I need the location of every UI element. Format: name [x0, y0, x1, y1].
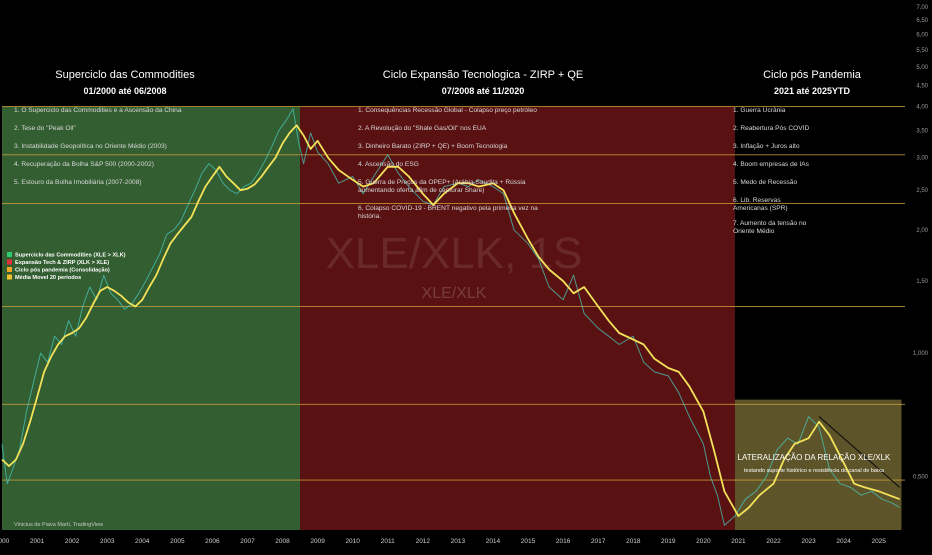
lateral-note-subtitle: testando suporte histórico e resistência…: [744, 468, 885, 474]
annotation-item: 6. Lib. Reservas Americanas (SPR): [733, 197, 788, 212]
x-tick-label: 2015: [521, 538, 536, 545]
annotation-item: 5. Guerra de Preços da OPEP+ (Arábia Sau…: [358, 179, 526, 194]
watermark-subtitle: XLE/XLK: [422, 285, 487, 302]
annotation-item: 3. Inflação + Juros alto: [733, 143, 800, 150]
x-tick-label: 2023: [801, 538, 816, 545]
annotation-item: 4. Recuperação da Bolha S&P 500 (2000-20…: [14, 161, 154, 168]
x-tick-label: 2018: [626, 538, 641, 545]
annotation-item: 5. Estouro da Bolha Imobiliária (2007-20…: [14, 179, 142, 186]
x-tick-label: 2013: [451, 538, 466, 545]
annotation-item: 2. Reabertura Pós COVID: [733, 125, 809, 132]
region-1: [2, 106, 301, 530]
region-2: [300, 106, 735, 530]
x-tick-label: 2019: [661, 538, 676, 545]
x-tick-label: 2001: [30, 538, 45, 545]
y-tick-label: 0,500: [913, 474, 929, 480]
y-tick-label: 3,00: [916, 156, 928, 162]
y-tick-label: 2,00: [916, 228, 928, 234]
legend-label: Expansão Tech & ZIRP (XLK > XLE): [15, 260, 109, 266]
x-tick-label: 2025: [871, 538, 886, 545]
annotation-item: 4. Ascensão do ESG: [358, 161, 419, 168]
price-ratio-line: [1, 108, 900, 526]
x-tick-label: 2017: [591, 538, 606, 545]
annotation-item: 3. Dinheiro Barato (ZIRP + QE) + Boom Te…: [358, 143, 508, 150]
y-tick-label: 4,50: [916, 84, 928, 90]
y-tick-label: 2,50: [916, 188, 928, 194]
annotation-subtitle: 01/2000 até 06/2008: [83, 86, 166, 96]
x-tick-label: 2020: [696, 538, 711, 545]
legend-label: Superciclo das Commodities (XLE > XLK): [15, 253, 126, 259]
y-tick-label: 1,000: [913, 351, 929, 357]
annotation-item: 3. Instabilidade Geopolítica no Oriente …: [14, 143, 167, 150]
attribution-text: Vinicius de Paiva Martí, TradingView: [14, 522, 103, 528]
legend-swatch: [7, 274, 12, 280]
legend-label: Ciclo pós pandemia (Consolidação): [15, 268, 110, 274]
moving-average-line: [1, 124, 901, 517]
annotation-item: 5. Medo de Recessão: [733, 179, 797, 186]
x-tick-label: 2011: [381, 538, 395, 545]
annotation-item: 6. Colapso COVID-19 - BRENT negativo pel…: [358, 205, 538, 220]
x-tick-label: 2024: [836, 538, 851, 545]
x-tick-label: 2021: [731, 538, 746, 545]
annotation-subtitle: 07/2008 até 11/2020: [442, 86, 525, 96]
lateral-note-title: LATERALIZAÇÃO DA RELAÇÃO XLE/XLK: [738, 453, 891, 462]
y-tick-label: 6,00: [916, 32, 928, 38]
x-tick-label: 2005: [170, 538, 185, 545]
annotation-title: Ciclo pós Pandemia: [763, 69, 862, 81]
region-3: [734, 399, 902, 530]
y-tick-label: 6,50: [916, 18, 928, 24]
x-tick-label: 2010: [345, 538, 360, 545]
legend-swatch: [7, 267, 12, 272]
y-tick-label: 1,50: [916, 279, 928, 285]
x-tick-label: 2008: [275, 538, 290, 545]
x-tick-label: 2006: [205, 538, 220, 545]
x-tick-label: 2003: [100, 538, 115, 545]
x-tick-label: 2022: [766, 538, 781, 545]
annotation-item: 4. Boom empresas de IAs: [733, 161, 810, 168]
y-tick-label: 7,00: [916, 5, 928, 11]
y-tick-label: 5,00: [916, 65, 928, 71]
annotation-item: 7. Aumento da tensão no Oriente Médio: [733, 220, 807, 235]
resistance-trendline: [818, 416, 901, 488]
annotation-item: 1. Guerra Ucrânia: [733, 107, 786, 114]
annotation-subtitle: 2021 até 2025YTD: [774, 86, 851, 96]
annotation-item: 1. O Superciclo das Commodities e a Asce…: [14, 107, 182, 114]
x-tick-label: 2009: [310, 538, 325, 545]
annotation-item: 1. Consequências Recessão Global - Colap…: [358, 107, 537, 114]
y-tick-label: 5,50: [916, 48, 928, 54]
legend-swatch: [7, 259, 12, 265]
x-tick-label: 2002: [65, 538, 80, 545]
legend-swatch: [7, 252, 12, 257]
x-tick-label: 2016: [556, 538, 571, 545]
x-tick-label: 2004: [135, 538, 150, 545]
annotation-item: 2. Tese do "Peak Oil": [14, 125, 76, 132]
x-tick-label: 2000: [0, 538, 10, 545]
y-tick-label: 4,00: [916, 105, 928, 111]
x-tick-label: 2007: [240, 538, 255, 545]
annotation-title: Ciclo Expansão Tecnologica - ZIRP + QE: [383, 69, 583, 81]
x-tick-label: 2012: [416, 538, 431, 545]
y-tick-label: 3,50: [916, 128, 928, 134]
watermark-title: XLE/XLK, 1S: [326, 229, 583, 278]
x-tick-label: 2014: [486, 538, 501, 545]
annotation-title: Superciclo das Commodities: [55, 69, 195, 81]
legend-label: Média Movel 20 periodos: [15, 275, 81, 281]
annotation-item: 2. A Revolução do "Shale Gas/Oil" nos EU…: [358, 125, 487, 132]
